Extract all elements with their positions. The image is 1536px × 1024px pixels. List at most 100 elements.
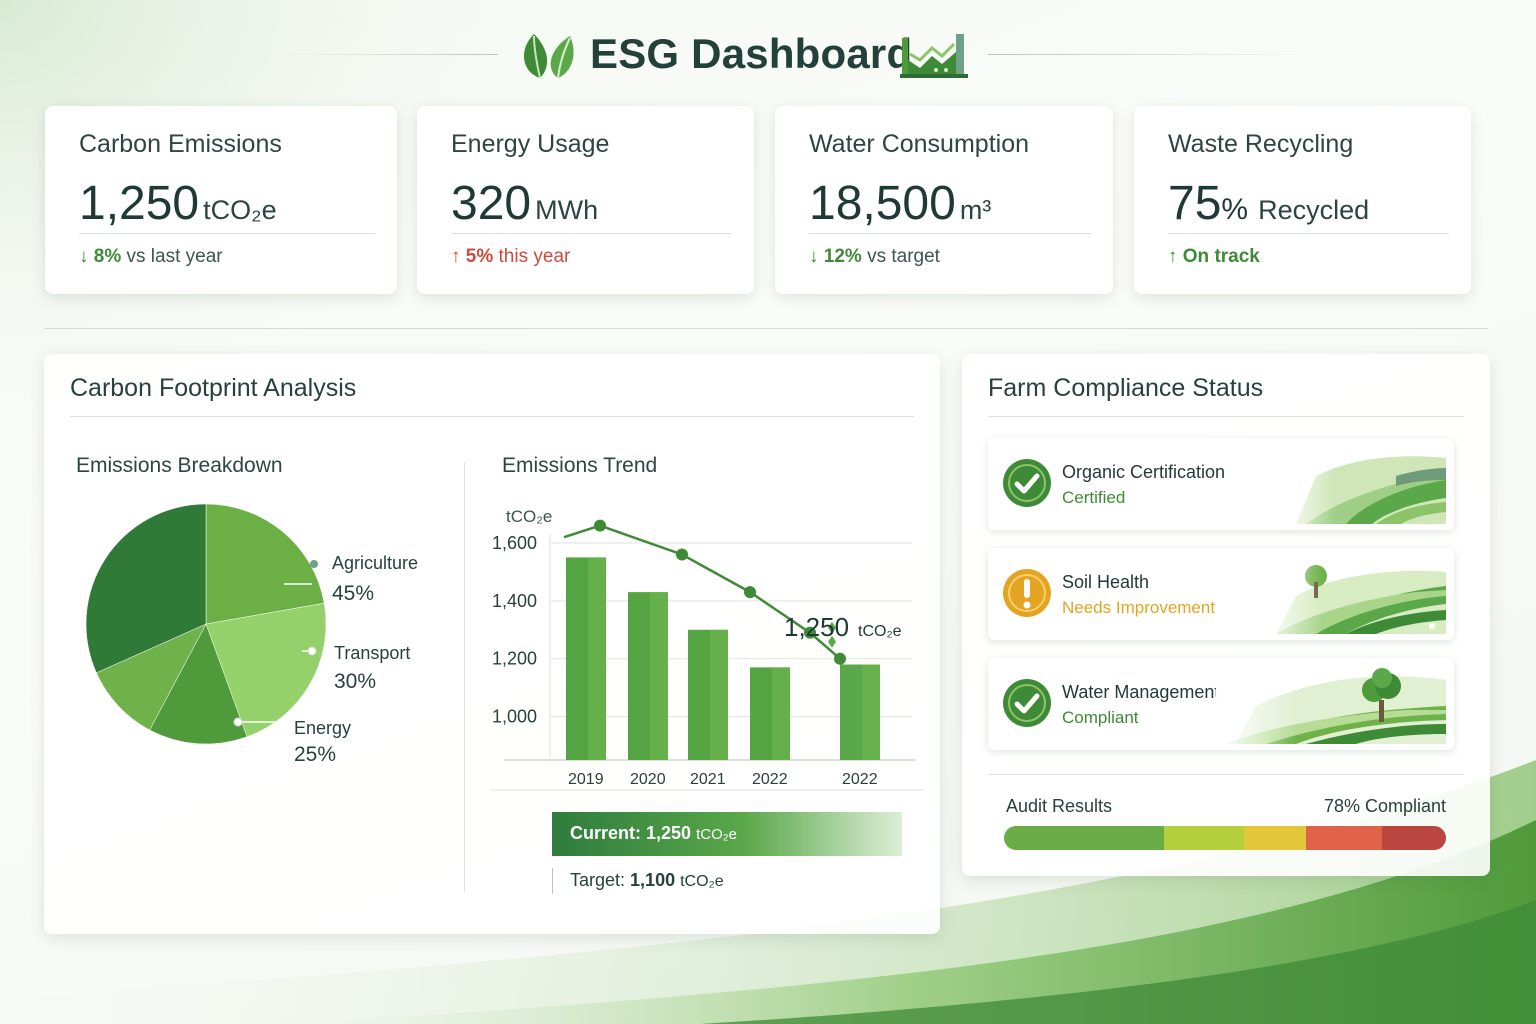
x-tick-label: 2020 <box>630 771 666 788</box>
fields-illustration <box>1256 556 1446 634</box>
pie-slice <box>205 602 327 738</box>
target-label: Target: <box>570 870 626 890</box>
target-emissions-text: Target: 1,100 tCO₂e <box>570 870 724 891</box>
panel-title: Carbon Footprint Analysis <box>70 374 357 402</box>
audit-progress-bar <box>1004 826 1446 850</box>
trend-annotation-value: 1,250 <box>784 612 849 642</box>
farm-compliance-panel: Farm Compliance Status Organic Certifica… <box>962 354 1490 876</box>
kpi-divider <box>79 233 375 234</box>
kpi-title: Water Consumption <box>809 130 1029 158</box>
kpi-divider <box>809 233 1091 234</box>
compliance-item-water-management[interactable]: Water Management Compliant <box>988 658 1454 750</box>
kpi-unit: MWh <box>535 195 599 225</box>
audit-results-value: 78% Compliant <box>1323 796 1446 816</box>
x-tick-label: 2021 <box>690 771 726 788</box>
pie-slice <box>205 503 325 625</box>
trend-annotation-unit: tCO₂e <box>858 623 902 640</box>
charts-canvas: Agriculture 45% Transport 30% Energy 25% tCO₂e… <box>85 503 924 791</box>
current-label: Current: <box>570 823 641 843</box>
fields-illustration <box>1276 446 1446 524</box>
y-tick-label: 1,400 <box>492 591 537 611</box>
check-icon <box>1003 459 1051 507</box>
kpi-card-water-consumption[interactable]: Water Consumption 18,500 m³ ↓ 12% vs targ… <box>775 106 1113 294</box>
trend-title: Emissions Trend <box>502 454 658 477</box>
kpi-number: 320 <box>451 177 532 230</box>
trend-bar-highlight <box>650 592 668 760</box>
header-line-left <box>280 54 498 55</box>
compliance-item-soil-health[interactable]: Soil Health Needs Improvement <box>988 548 1454 640</box>
arrow-up-icon: ↑ <box>451 246 461 267</box>
kpi-number: 75 <box>1168 177 1222 230</box>
pie-value: 45% <box>332 582 374 605</box>
check-icon <box>1003 679 1051 727</box>
page-title: ESG Dashboard <box>590 30 913 77</box>
current-unit: tCO₂e <box>696 826 737 843</box>
kpi-card-energy-usage[interactable]: Energy Usage 320 MWh ↑ 5% this year <box>417 106 754 294</box>
pie-label: Energy <box>294 718 351 738</box>
audit-segment-critical <box>1382 826 1446 850</box>
kpi-delta: ↓ 8% vs last year <box>79 246 223 268</box>
x-tick-label: 2019 <box>568 771 604 788</box>
kpi-divider <box>1168 233 1449 234</box>
breakdown-title: Emissions Breakdown <box>76 454 283 477</box>
kpi-delta: ↑ 5% this year <box>451 246 570 268</box>
dashboard-header: ESG Dashboard <box>0 22 1536 86</box>
current-emissions-text: Current: 1,250 tCO₂e <box>570 823 737 844</box>
y-tick-label: 1,600 <box>492 533 537 553</box>
compliance-item-status: Compliant <box>1062 708 1139 727</box>
trend-point <box>594 519 606 532</box>
pie-value: 25% <box>294 743 336 766</box>
kpi-card-carbon-emissions[interactable]: Carbon Emissions 1,250 tCO₂e ↓ 8% vs last… <box>45 106 397 294</box>
arrow-down-icon: ↓ <box>79 246 89 267</box>
panel-divider <box>988 416 1464 417</box>
pie-label-dot <box>310 560 318 568</box>
kpi-value: 320 MWh <box>451 176 598 231</box>
trend-bar-highlight <box>588 557 606 760</box>
pie-slice <box>96 623 207 731</box>
target-value: 1,100 <box>630 870 676 890</box>
pie-label-dot <box>233 717 243 727</box>
y-axis-label: tCO₂e <box>506 507 552 526</box>
kpi-delta-value: 12% <box>823 246 862 267</box>
kpi-unit: tCO₂e <box>203 195 277 225</box>
trend-bar-highlight <box>710 629 728 760</box>
target-unit: tCO₂e <box>680 873 724 890</box>
kpi-delta-text: vs target <box>867 246 940 267</box>
trend-point <box>834 652 846 665</box>
audit-divider <box>988 774 1464 775</box>
annotation-marker <box>828 621 836 634</box>
kpi-unit: m³ <box>959 195 992 225</box>
kpi-value: 75% Recycled <box>1168 176 1369 231</box>
kpi-value: 18,500 m³ <box>809 176 991 231</box>
kpi-delta: ↑ On track <box>1168 246 1260 268</box>
pie-slice <box>149 623 248 745</box>
kpi-number: 18,500 <box>809 177 956 230</box>
kpi-delta-text: this year <box>498 246 571 267</box>
current-value: 1,250 <box>646 823 692 843</box>
pie-slice <box>85 503 207 674</box>
current-emissions-bar: Current: 1,250 tCO₂e <box>552 812 902 856</box>
chart-divider <box>464 462 465 892</box>
kpi-title: Carbon Emissions <box>79 130 282 158</box>
kpi-delta-value: 8% <box>93 246 122 267</box>
y-tick-label: 1,200 <box>492 649 537 669</box>
pie-label-dot <box>307 646 317 656</box>
compliance-item-status: Certified <box>1062 488 1126 507</box>
kpi-delta-text: vs last year <box>126 246 223 267</box>
trend-bar-highlight <box>772 667 790 760</box>
leaf-icon <box>523 34 574 79</box>
kpi-card-waste-recycling[interactable]: Waste Recycling 75% Recycled ↑ On track <box>1134 106 1471 294</box>
pie-value: 30% <box>334 670 376 693</box>
panel-divider <box>70 416 914 417</box>
annotation-marker <box>828 635 836 648</box>
audit-segment-warning <box>1244 826 1306 850</box>
y-tick-label: 1,000 <box>492 707 537 727</box>
audit-segment-poor <box>1306 826 1382 850</box>
section-divider <box>44 328 1488 329</box>
kpi-number: 1,250 <box>79 177 200 230</box>
compliance-item-organic-certification[interactable]: Organic Certification Certified <box>988 438 1454 530</box>
kpi-delta-value: 5% <box>465 246 494 267</box>
kpi-percent-sign: % <box>1221 193 1249 226</box>
x-tick-label: 2022 <box>842 771 878 788</box>
x-tick-label: 2022 <box>752 771 788 788</box>
